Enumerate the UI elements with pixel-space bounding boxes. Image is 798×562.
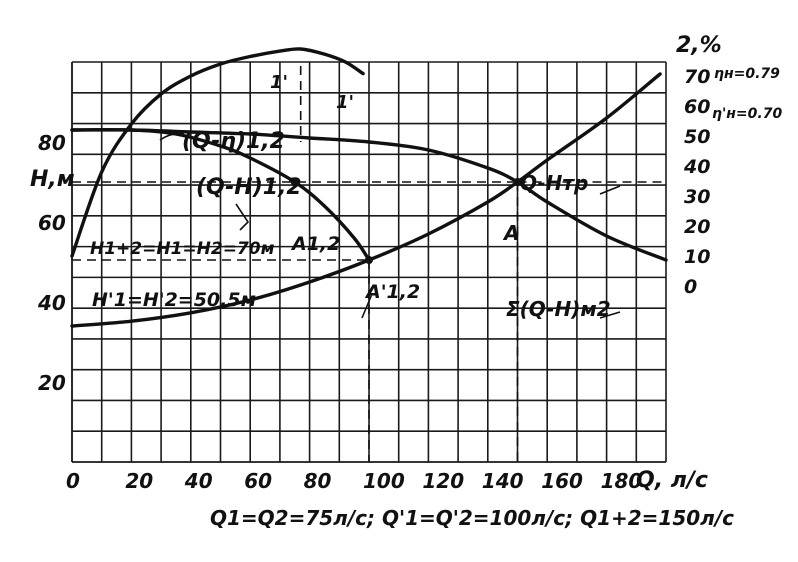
point-label-a12-prime: A'1,2 [364,281,420,303]
right-axis-label: 2,% [676,33,722,58]
right-tick-label: 0 [684,276,697,298]
point-a12 [290,178,299,186]
h-line-label-50: H'1=H'2=50.5м [92,289,256,311]
x-tick-label: 40 [184,469,213,493]
x-tick-label: 120 [422,469,464,493]
sum-qh-curve [70,128,668,262]
h-line-label-70: H1+2=H1=H2=70м [90,239,275,259]
x-tick-label: 80 [304,469,332,493]
point-label-a: A [502,221,519,245]
x-tick-label: 20 [125,469,153,493]
series-label-sum: Σ(Q-H)м2 [506,297,611,321]
curves [70,47,668,328]
caption: Q1=Q2=75л/с; Q'1=Q'2=100л/с; Q1+2=150л/с [210,506,734,530]
system-curve [70,72,662,328]
right-tick-label: 50 [684,126,710,148]
series-label-efficiency: (Q-η)1,2 [182,129,285,154]
leader-qh12 [235,203,250,231]
leader-sum [599,311,621,319]
x-tick-label: 0 [66,469,80,493]
right-eff-mark-1: ηн=0.79 [714,66,780,82]
efficiency-curve [70,47,365,258]
right-tick-label: 20 [684,216,710,238]
point-a [513,178,522,186]
x-axis-unit-label: Q, л/с [636,468,708,493]
left-tick-label: 20 [38,371,66,395]
left-axis-label: H,м [30,167,75,192]
point-a12-prime [365,256,373,264]
series-label-qh12: (Q-H)1,2 [196,175,302,200]
point-label-a12: A1,2 [290,233,340,255]
x-tick-label: 160 [541,469,583,493]
leader-a12-prime [361,293,373,319]
leader-efficiency [159,132,185,141]
right-tick-label: 60 [684,96,710,118]
right-tick-label: 30 [684,186,710,208]
labels: 0 20 40 60 80 100 120 140 160 180 20 40 60 80 0 10 20 30 4… [37,66,710,493]
x-tick-label: 100 [363,469,405,493]
left-tick-label: 80 [38,131,66,155]
point-label-1prime-right: 1' [336,92,354,113]
point-label-1prime-top: 1' [270,72,288,93]
leader-htr [599,185,621,195]
x-tick-label: 180 [601,469,643,493]
series-label-htr: Q-Hтр [520,171,588,195]
left-tick-label: 40 [37,291,66,315]
guide-lines [72,66,666,462]
x-tick-label: 60 [244,469,272,493]
right-tick-label: 10 [684,246,710,268]
right-eff-mark-2: η'н=0.70 [712,106,782,122]
left-tick-label: 60 [38,211,66,235]
right-tick-label: 40 [683,156,710,178]
right-tick-label: 70 [684,66,710,88]
x-tick-label: 140 [482,469,524,493]
